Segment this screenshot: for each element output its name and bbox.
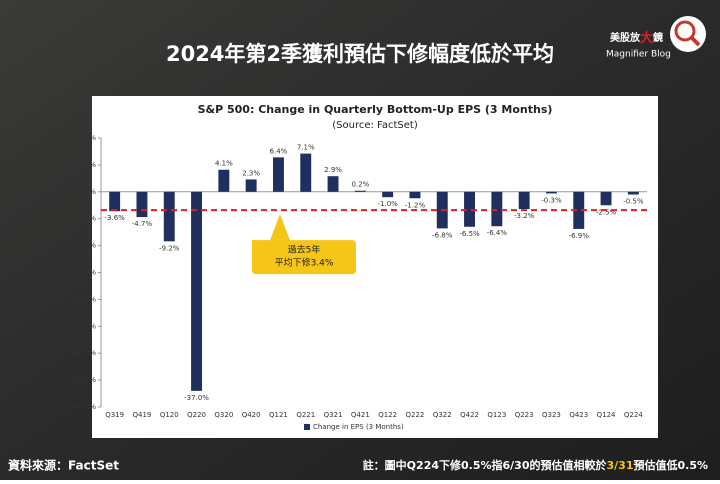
x-tick-label: Q122 <box>378 411 397 419</box>
bar <box>163 191 175 242</box>
y-tick-label: 0.0% <box>78 188 96 196</box>
y-tick-label: 10.0% <box>74 134 97 142</box>
bar <box>354 190 366 192</box>
note-part: 註：圖中Q224下修0.5%指6/30的預估值相較於 <box>363 458 608 472</box>
y-tick-label: -30.0% <box>71 349 96 357</box>
bar <box>545 191 557 194</box>
value-label: -6.9% <box>569 232 590 240</box>
logo-icon <box>690 36 701 47</box>
y-tick-label: -20.0% <box>71 295 96 303</box>
logo-title: 美股放大鏡 <box>610 30 663 46</box>
y-tick-label: -5.0% <box>76 215 97 223</box>
logo-part: 美股放 <box>610 31 641 44</box>
logo-icon <box>674 20 696 42</box>
bar <box>109 191 121 212</box>
bar <box>218 169 230 192</box>
x-tick-label: Q322 <box>433 411 452 419</box>
x-tick-label: Q321 <box>324 411 343 419</box>
value-label: -1.0% <box>377 200 398 208</box>
x-tick-label: Q319 <box>105 411 124 419</box>
x-tick-label: Q124 <box>597 411 616 419</box>
page-title: 2024年第2季獲利預估下修幅度低於平均 <box>166 42 554 66</box>
bar <box>518 191 530 210</box>
value-label: -6.4% <box>487 229 508 237</box>
value-label: -6.5% <box>459 230 480 238</box>
value-label: -2.5% <box>596 208 617 216</box>
value-label: -0.5% <box>623 197 644 205</box>
bar <box>600 191 612 206</box>
x-tick-label: Q121 <box>269 411 288 419</box>
x-tick-label: Q419 <box>133 411 152 419</box>
bar <box>382 191 394 198</box>
y-tick-label: -15.0% <box>71 269 96 277</box>
bar <box>136 191 148 218</box>
y-tick-label: -25.0% <box>71 322 96 330</box>
x-tick-label: Q224 <box>624 411 643 419</box>
chart-panel <box>92 96 658 438</box>
value-label: 7.1% <box>297 144 315 152</box>
x-tick-label: Q420 <box>242 411 261 419</box>
value-label: -9.2% <box>159 244 180 252</box>
bar <box>573 191 585 229</box>
x-tick-label: Q422 <box>460 411 479 419</box>
x-tick-label: Q220 <box>187 411 206 419</box>
x-tick-label: Q320 <box>214 411 233 419</box>
value-label: -3.2% <box>514 212 535 220</box>
x-tick-label: Q120 <box>160 411 179 419</box>
source: 資料來源：FactSet <box>8 458 119 473</box>
x-tick-label: Q222 <box>406 411 425 419</box>
value-label: 2.3% <box>242 169 260 177</box>
x-tick-label: Q123 <box>487 411 506 419</box>
chart-title: S&P 500: Change in Quarterly Bottom-Up E… <box>198 103 553 116</box>
chart-subtitle: (Source: FactSet) <box>332 120 418 131</box>
legend-label: Change in EPS (3 Months) <box>313 423 404 431</box>
bar <box>491 191 503 227</box>
bar <box>272 157 284 192</box>
value-label: -6.8% <box>432 231 453 239</box>
y-tick-label: -35.0% <box>71 376 96 384</box>
legend-swatch <box>304 424 310 430</box>
x-tick-label: Q423 <box>569 411 588 419</box>
y-tick-label: -10.0% <box>71 242 96 250</box>
x-tick-label: Q421 <box>351 411 370 419</box>
bar <box>191 191 203 391</box>
value-label: -1.2% <box>405 201 426 209</box>
bar <box>245 179 257 192</box>
value-label: 2.9% <box>324 166 342 174</box>
x-tick-label: Q323 <box>542 411 561 419</box>
value-label: -37.0% <box>184 394 209 402</box>
value-label: 0.2% <box>351 181 369 189</box>
logo-part: 鏡 <box>653 31 663 44</box>
value-label: -3.6% <box>104 214 125 222</box>
logo-subtitle: Magnifier Blog <box>606 50 671 60</box>
note-part: 預估值低0.5% <box>633 458 708 472</box>
x-tick-label: Q221 <box>296 411 315 419</box>
bar <box>627 191 639 195</box>
bar <box>464 191 476 227</box>
value-label: 4.1% <box>215 160 233 168</box>
note: 註：圖中Q224下修0.5%指6/30的預估值相較於3/31預估值低0.5% <box>363 458 708 472</box>
note-part: 3/31 <box>607 459 634 472</box>
y-tick-label: -40.0% <box>71 403 96 411</box>
value-label: -4.7% <box>132 220 153 228</box>
value-label: 6.4% <box>270 147 288 155</box>
logo-part: 大 <box>640 30 653 46</box>
callout <box>252 214 356 275</box>
value-label: -0.3% <box>541 196 562 204</box>
bar <box>409 191 421 199</box>
x-tick-label: Q223 <box>515 411 534 419</box>
y-tick-label: 5.0% <box>78 161 96 169</box>
callout-text: 過去5年 <box>288 244 321 256</box>
plot: -40.0% -35.0% -30.0% -25.0% -20.0% -15.0% -10.… <box>71 134 647 431</box>
bar <box>327 176 339 192</box>
logo: 美股放大鏡 Magnifier Blog <box>606 16 706 60</box>
callout-text: 平均下修3.4% <box>275 257 334 269</box>
bar <box>300 153 312 192</box>
